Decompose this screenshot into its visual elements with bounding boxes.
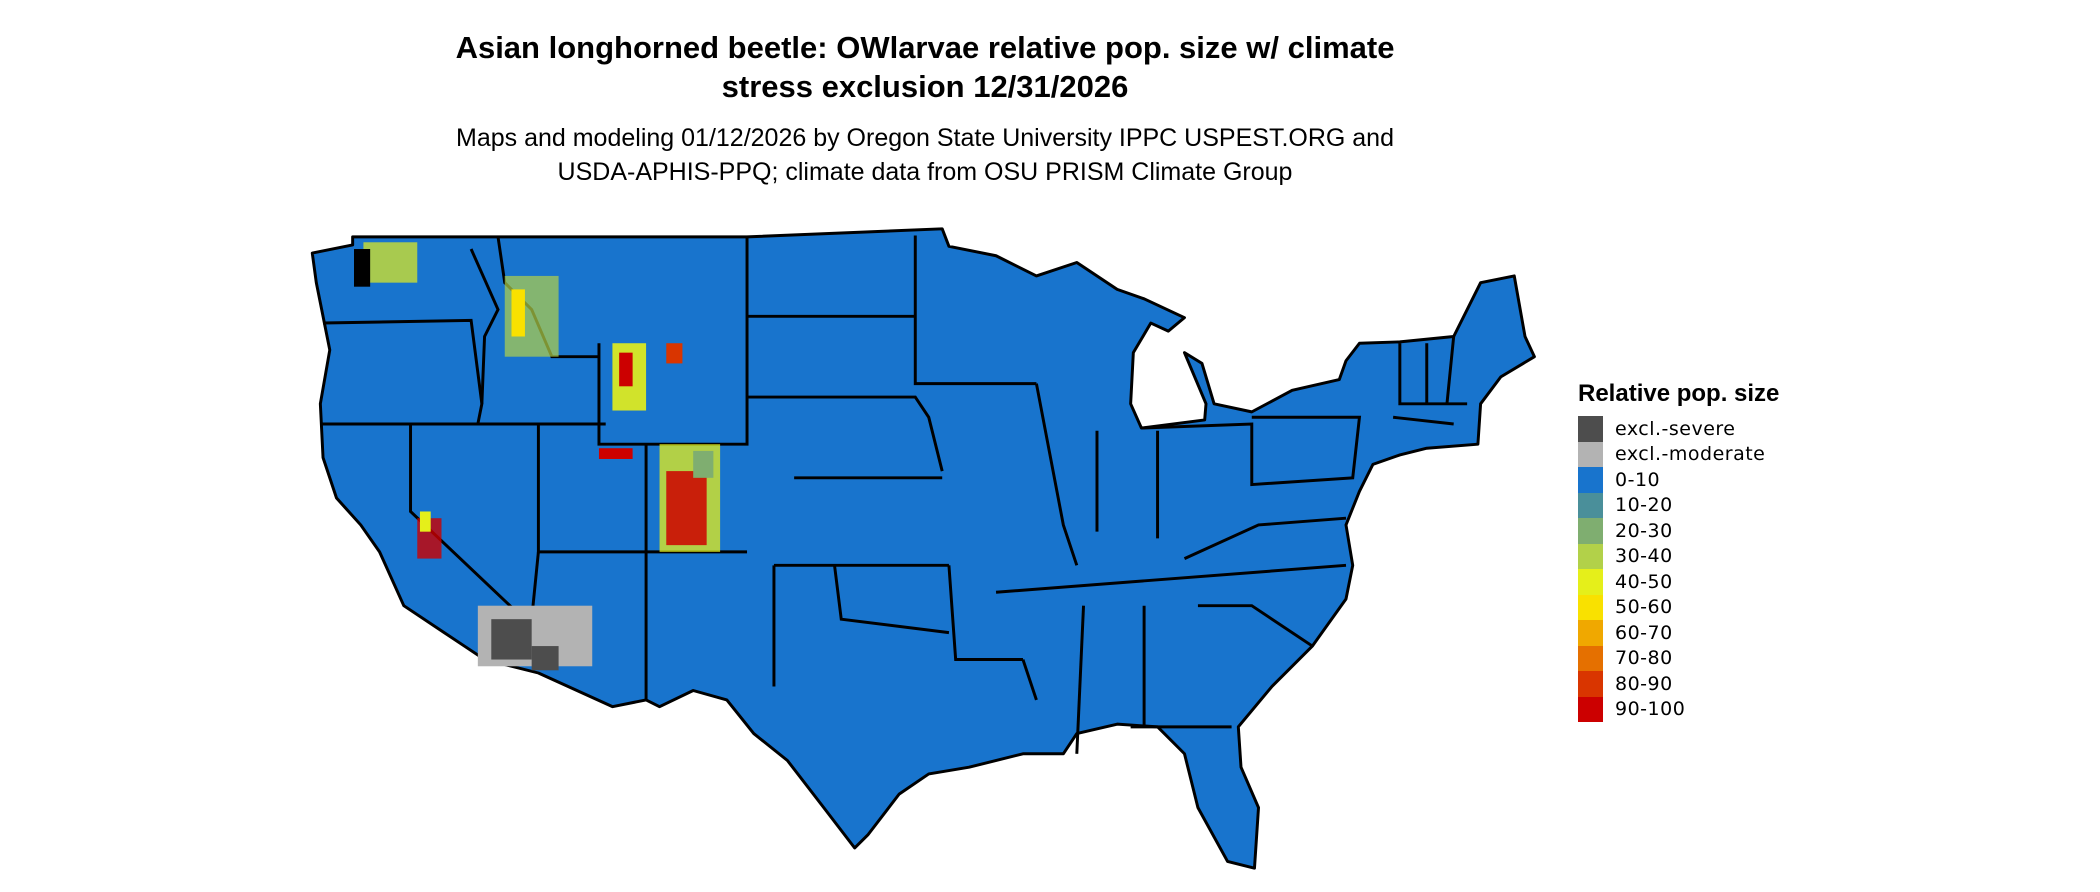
legend-item: 50-60 [1578, 594, 1779, 620]
legend-item: 0-10 [1578, 467, 1779, 493]
legend-label: excl.-moderate [1615, 443, 1766, 466]
legend-title: Relative pop. size [1578, 380, 1780, 407]
map-title-line1: Asian longhorned beetle: OWlarvae relati… [455, 30, 1395, 65]
map-subtitle-line2: USDA-APHIS-PPQ; climate data from OSU PR… [557, 158, 1293, 186]
legend-swatch [1578, 518, 1603, 544]
legend-label: 0-10 [1615, 468, 1661, 491]
legend-swatch [1578, 492, 1603, 518]
legend-item: 70-80 [1578, 645, 1779, 671]
legend-label: 50-60 [1615, 596, 1673, 619]
legend-swatch [1578, 645, 1603, 671]
legend: Relative pop. size excl.-severe excl.-mod… [1578, 380, 1779, 722]
legend-label: 20-30 [1615, 519, 1673, 542]
legend-item: 60-70 [1578, 620, 1779, 646]
legend-label: 90-100 [1615, 698, 1686, 721]
legend-label: 10-20 [1615, 494, 1673, 517]
legend-swatch [1578, 671, 1603, 697]
legend-label: 60-70 [1615, 621, 1673, 644]
us-outline [310, 227, 1536, 870]
legend-item: 30-40 [1578, 543, 1779, 569]
legend-item: 10-20 [1578, 492, 1779, 518]
hotspots [353, 242, 721, 671]
legend-swatch [1578, 569, 1603, 595]
legend-item: 40-50 [1578, 569, 1779, 595]
legend-item: 80-90 [1578, 671, 1779, 697]
legend-label: excl.-severe [1615, 417, 1736, 440]
legend-swatch [1578, 467, 1603, 493]
legend-swatch [1578, 416, 1603, 442]
legend-item: excl.-moderate [1578, 441, 1779, 467]
legend-swatch [1578, 543, 1603, 569]
legend-label: 70-80 [1615, 647, 1673, 670]
legend-label: 30-40 [1615, 545, 1673, 568]
legend-label: 80-90 [1615, 672, 1673, 695]
map-subtitle-line1: Maps and modeling 01/12/2026 by Oregon S… [456, 124, 1394, 152]
legend-item: 90-100 [1578, 696, 1779, 722]
legend-swatch [1578, 594, 1603, 620]
legend-swatch [1578, 441, 1603, 467]
legend-label: 40-50 [1615, 570, 1673, 593]
legend-item: 20-30 [1578, 518, 1779, 544]
legend-swatch [1578, 620, 1603, 646]
legend-items: excl.-severe excl.-moderate 0-10 10-20 20-30… [1578, 416, 1779, 722]
map-title-line2: stress exclusion 12/31/2026 [721, 69, 1129, 104]
legend-item: excl.-severe [1578, 416, 1779, 442]
legend-swatch [1578, 696, 1603, 722]
